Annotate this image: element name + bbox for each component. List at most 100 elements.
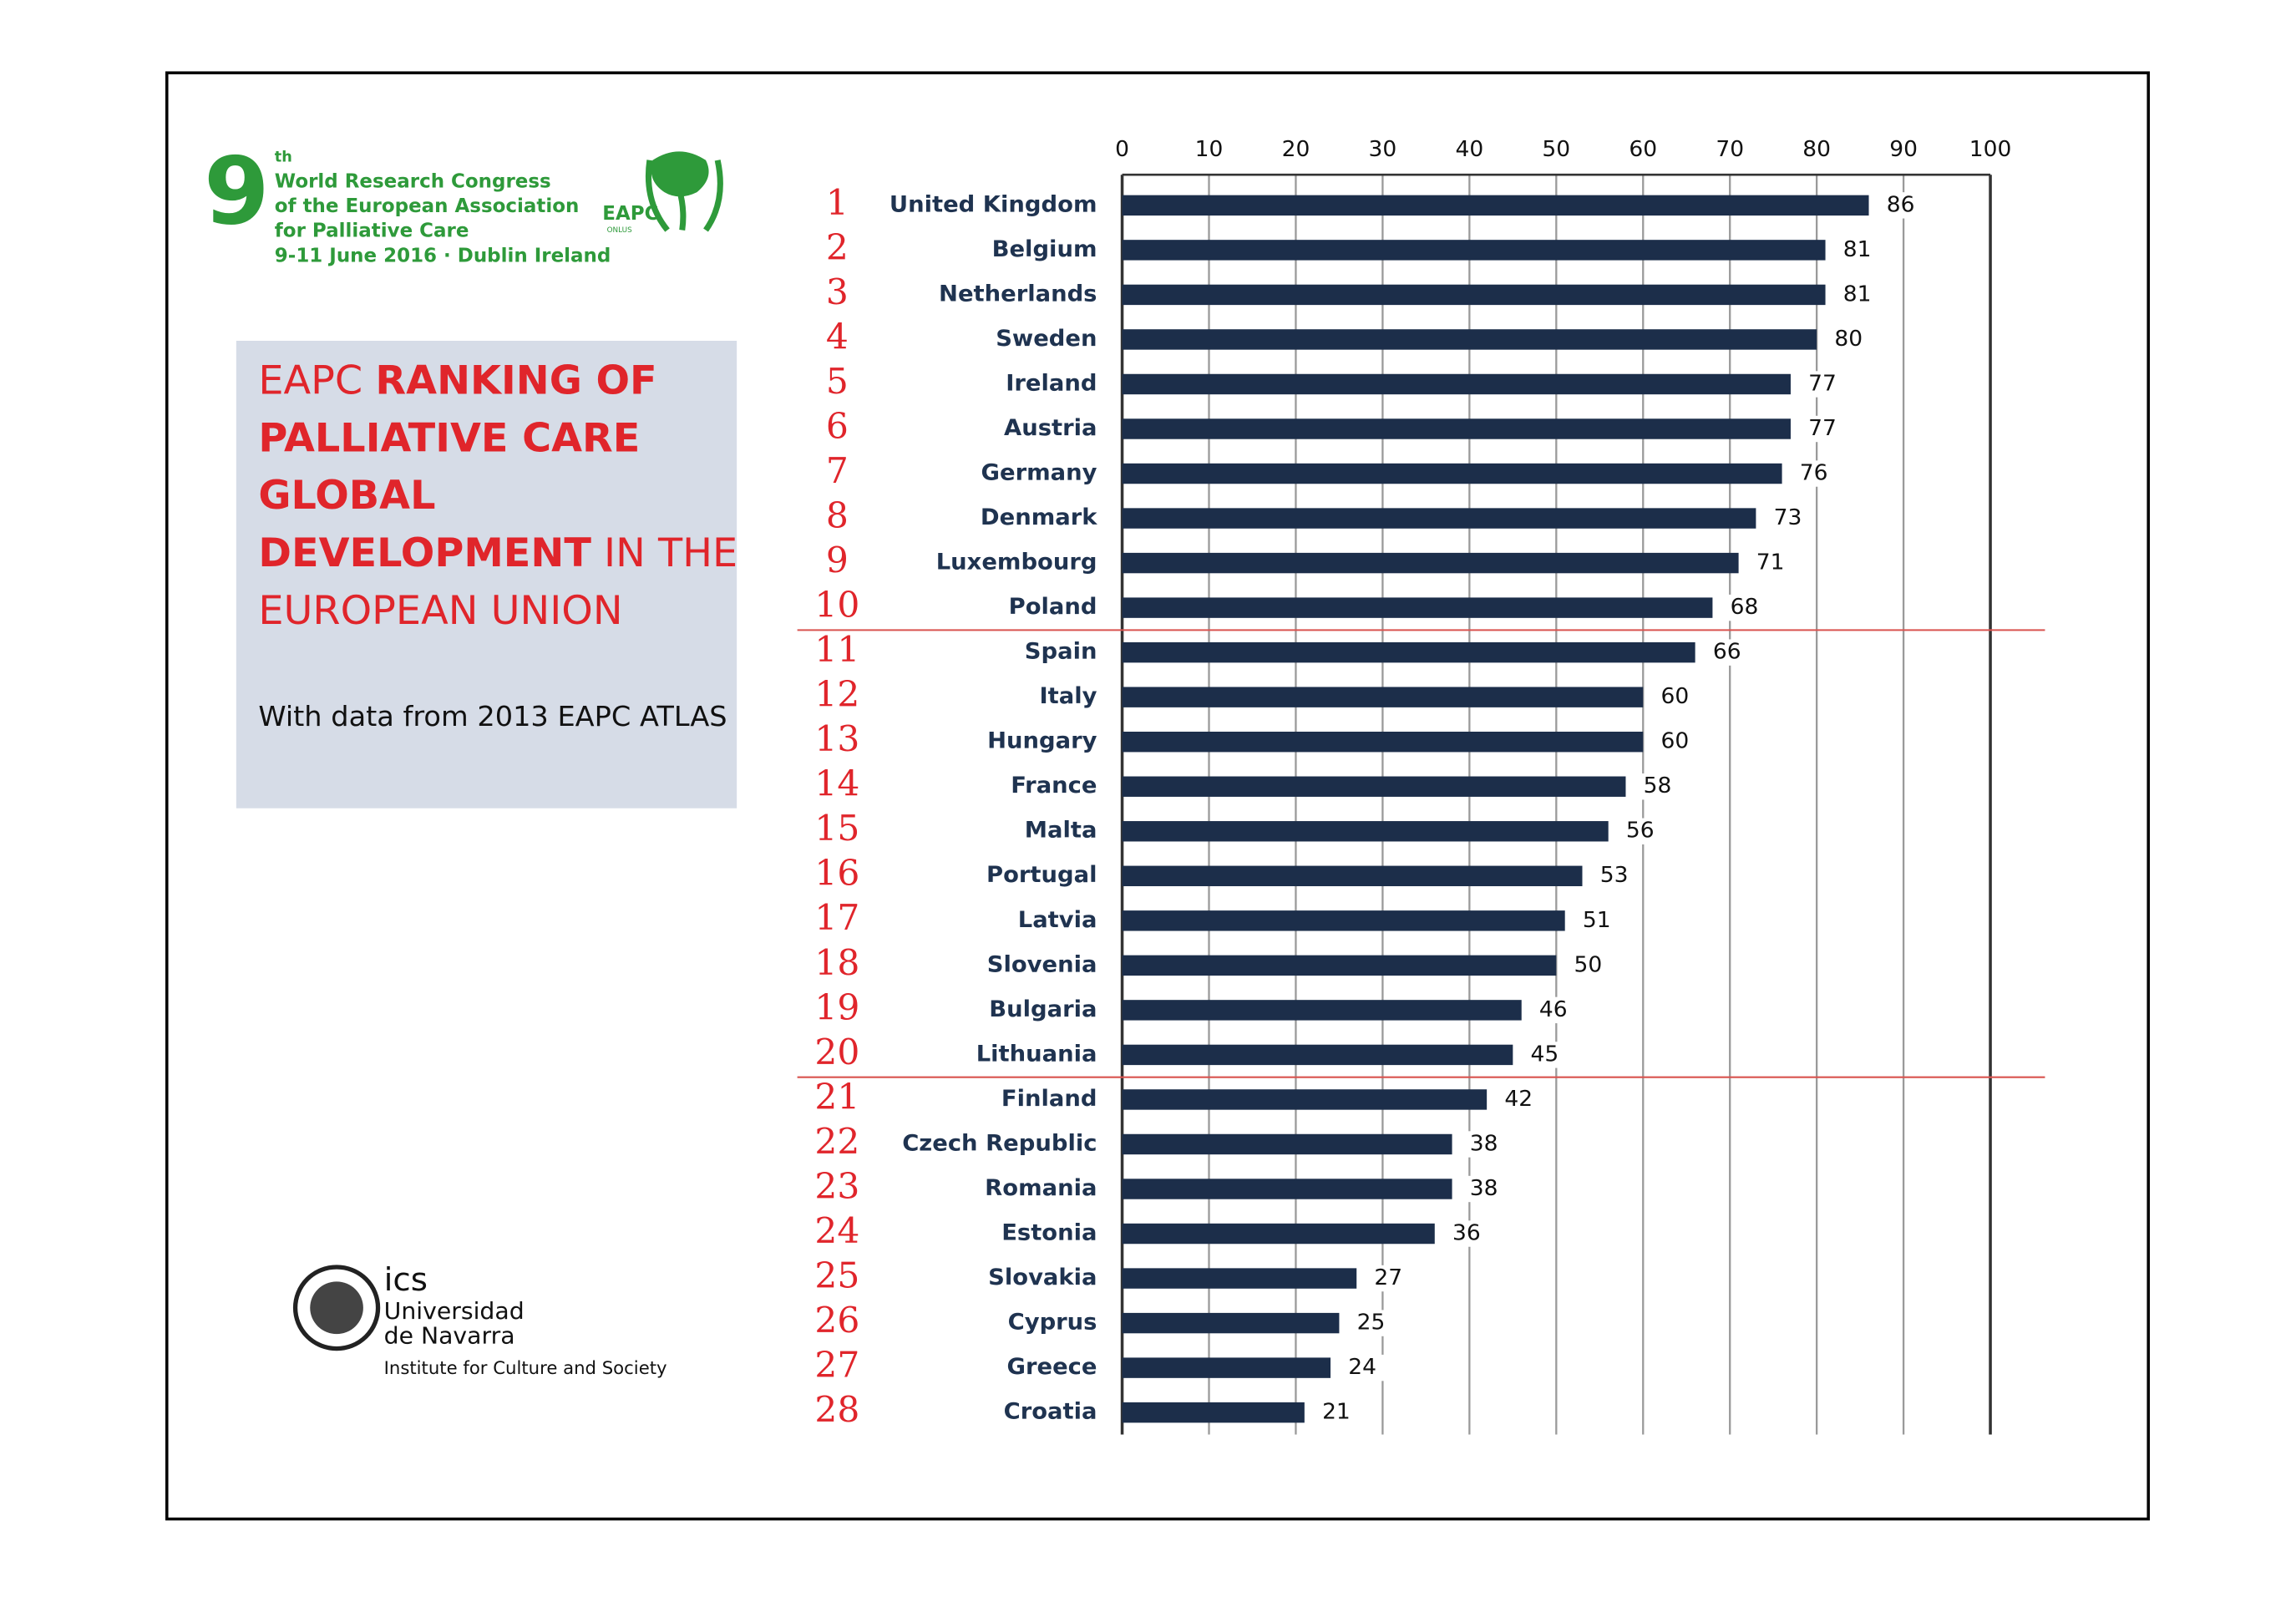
rank: 12: [814, 674, 859, 715]
bar: [1122, 240, 1826, 261]
value-label-bg: [1706, 639, 1751, 666]
rank: 28: [814, 1389, 859, 1430]
title-segment: IN THE: [591, 530, 737, 576]
value-label: 50: [1574, 952, 1603, 977]
value-label: 24: [1348, 1355, 1376, 1380]
rank: 23: [814, 1166, 859, 1207]
bar: [1122, 1179, 1452, 1199]
value-label: 25: [1357, 1310, 1386, 1336]
category-label: Estonia: [1001, 1220, 1097, 1246]
bar: [1122, 687, 1644, 707]
value-label-bg: [1655, 683, 1700, 711]
logo-line: World Research Congress: [275, 171, 551, 193]
title-line: EUROPEAN UNION: [258, 588, 622, 634]
value-label-bg: [1767, 504, 1812, 532]
rank: 10: [814, 585, 859, 626]
ics-logo: ics Universidad de Navarra Institute for…: [292, 1261, 667, 1378]
rank: 15: [814, 808, 859, 849]
value-label: 36: [1452, 1221, 1481, 1246]
title-segment: PALLIATIVE CARE: [258, 416, 640, 462]
rank: 26: [814, 1300, 859, 1341]
bar: [1122, 195, 1869, 216]
value-label-bg: [1802, 415, 1847, 443]
rank: 8: [826, 495, 849, 536]
bar: [1122, 284, 1826, 306]
value-label-bg: [1568, 952, 1613, 979]
bar: [1122, 1402, 1305, 1423]
value-label: 77: [1808, 416, 1837, 441]
seal-core: [310, 1281, 363, 1335]
rank: 3: [826, 271, 849, 312]
title-line: PALLIATIVE CARE: [258, 416, 640, 462]
category-label: Portugal: [986, 862, 1097, 888]
title-segment: RANKING OF: [375, 358, 656, 404]
x-tick-label: 70: [1716, 137, 1744, 162]
value-label-bg: [1724, 594, 1769, 621]
bar: [1122, 463, 1782, 484]
title-segment: DEVELOPMENT: [258, 530, 591, 576]
category-label: Latvia: [1018, 907, 1097, 933]
rank: 6: [826, 406, 849, 447]
logo-line: for Palliative Care: [275, 221, 469, 242]
logo-number: 9: [204, 137, 270, 246]
title: EAPC RANKING OF PALLIATIVE CARE GLOBAL DEVE…: [258, 358, 737, 634]
eapc-tree: [651, 151, 709, 197]
category-label: Denmark: [981, 504, 1097, 530]
value-label: 56: [1626, 819, 1655, 844]
value-label-bg: [1576, 907, 1621, 935]
value-label: 81: [1843, 237, 1872, 262]
eapc-text: EAPC: [602, 203, 658, 225]
seal: [292, 1265, 381, 1351]
rank: 13: [814, 718, 859, 759]
category-label: Slovenia: [987, 951, 1097, 977]
rank: 14: [814, 763, 859, 804]
category-label: Croatia: [1004, 1399, 1097, 1425]
title-line: EAPC RANKING OF: [258, 358, 656, 404]
ics-line: Universidad: [384, 1297, 525, 1325]
rank: 17: [814, 898, 859, 939]
value-label-bg: [1368, 1265, 1413, 1292]
rank: 5: [826, 361, 849, 402]
value-label: 80: [1834, 327, 1863, 352]
onlus-text: ONLUS: [607, 226, 633, 235]
ics-short: ics: [384, 1261, 428, 1299]
x-tick-label: 10: [1195, 137, 1224, 162]
rank: 16: [814, 853, 859, 894]
logo-ordinal: th: [275, 149, 292, 165]
rank: 2: [826, 227, 849, 268]
ics-line: de Navarra: [384, 1322, 515, 1350]
value-label: 46: [1539, 997, 1568, 1022]
value-label: 81: [1843, 282, 1872, 307]
x-tick-label: 80: [1802, 137, 1831, 162]
category-label: Luxembourg: [936, 550, 1097, 575]
bar: [1122, 373, 1791, 395]
rank: 11: [814, 629, 859, 670]
value-label-bg: [1351, 1310, 1396, 1336]
value-label-bg: [1315, 1399, 1361, 1426]
rank: 18: [814, 942, 859, 983]
eapc-hands: [645, 160, 723, 232]
bar: [1122, 732, 1644, 753]
bar: [1122, 955, 1557, 976]
value-label-bg: [1594, 863, 1639, 890]
bar: [1122, 1133, 1452, 1155]
bar: [1122, 910, 1565, 931]
rank: 25: [814, 1255, 859, 1296]
value-label-bg: [1524, 1042, 1569, 1068]
bar: [1122, 776, 1626, 797]
rank: 1: [826, 182, 849, 223]
value-label-bg: [1793, 460, 1838, 487]
bar: [1122, 1089, 1488, 1110]
title-box: [236, 341, 737, 809]
title-line: DEVELOPMENT IN THE: [258, 530, 737, 576]
bar: [1122, 1357, 1331, 1378]
category-label: France: [1011, 773, 1097, 798]
bar: [1122, 1312, 1340, 1334]
value-label: 86: [1887, 192, 1915, 217]
value-label-bg: [1837, 236, 1882, 264]
value-label: 27: [1374, 1265, 1402, 1290]
rank: 22: [814, 1121, 859, 1162]
x-tick-label: 50: [1542, 137, 1570, 162]
